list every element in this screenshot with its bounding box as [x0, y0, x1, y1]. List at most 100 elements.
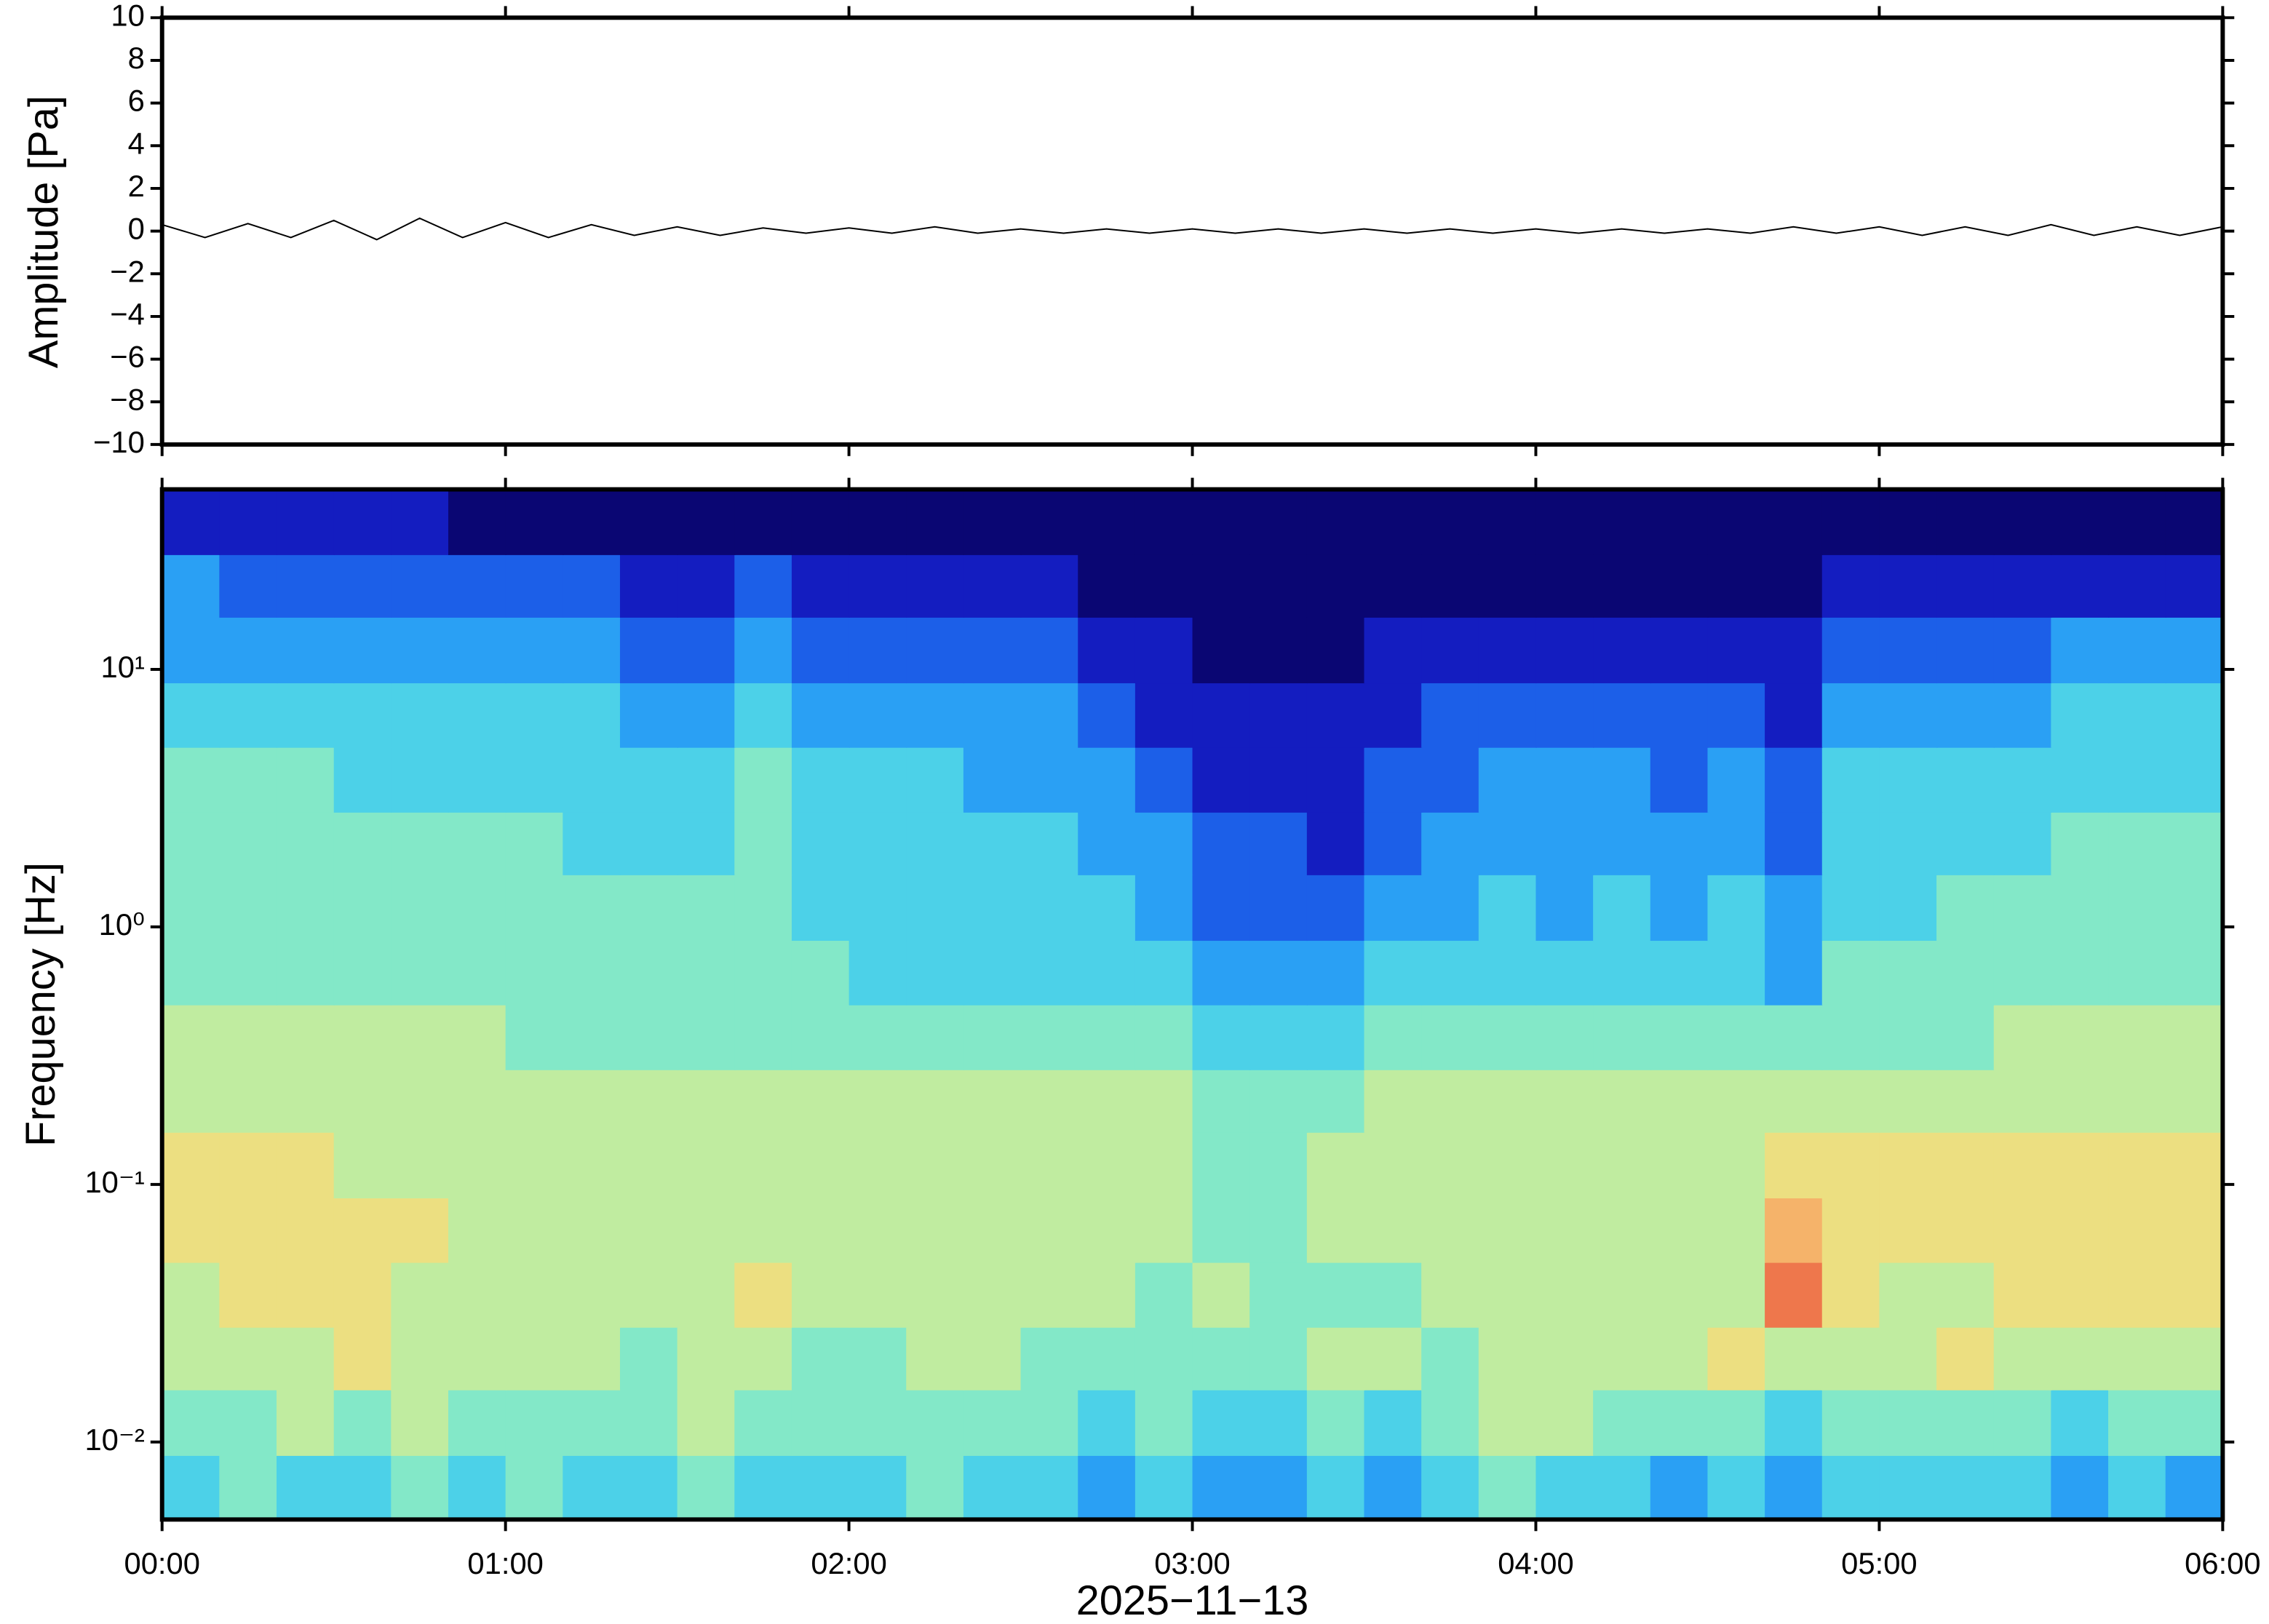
- heatmap-cell: [677, 1069, 736, 1133]
- heatmap-cell: [2108, 1326, 2166, 1390]
- heatmap-cell: [1936, 489, 1995, 555]
- heatmap-cell: [677, 1004, 736, 1070]
- heatmap-cell: [1249, 1454, 1308, 1521]
- heatmap-cell: [2051, 939, 2110, 1006]
- heatmap-cell: [1821, 811, 1880, 875]
- heatmap-cell: [2108, 747, 2166, 813]
- heatmap-cell: [791, 747, 850, 813]
- heatmap-cell: [1535, 1069, 1594, 1133]
- heatmap-cell: [1936, 747, 1995, 813]
- heatmap-cell: [906, 939, 965, 1006]
- heatmap-cell: [1821, 1197, 1880, 1263]
- heatmap-cell: [1078, 616, 1137, 684]
- heatmap-cell: [1879, 1131, 1938, 1198]
- heatmap-cell: [1249, 489, 1308, 555]
- heatmap-cell: [2165, 1004, 2224, 1070]
- heatmap-cell: [906, 682, 965, 748]
- heatmap-cell: [505, 489, 564, 555]
- heatmap-cell: [734, 554, 793, 618]
- heatmap-cell: [963, 1069, 1022, 1133]
- heatmap-cell: [1249, 1131, 1308, 1198]
- heatmap-cell: [1192, 1004, 1251, 1070]
- heatmap-cell: [1879, 874, 1938, 942]
- heatmap-cell: [1192, 1069, 1251, 1133]
- heatmap-cell: [2051, 554, 2110, 618]
- heatmap-cell: [1707, 489, 1766, 555]
- heatmap-cell: [677, 1389, 736, 1456]
- heatmap-cell: [1650, 1131, 1709, 1198]
- heatmap-cell: [505, 874, 564, 942]
- heatmap-cell: [333, 554, 392, 618]
- heatmap-cell: [505, 1004, 564, 1070]
- heatmap-cell: [1421, 939, 1480, 1006]
- heatmap-cell: [2051, 811, 2110, 875]
- heatmap-cell: [1192, 939, 1251, 1006]
- heatmap-cell: [1650, 939, 1709, 1006]
- heatmap-cell: [1020, 1131, 1079, 1198]
- heatmap-cell: [734, 616, 793, 684]
- heatmap-cell: [849, 1389, 907, 1456]
- heatmap-cell: [1650, 1454, 1709, 1521]
- heatmap-cell: [1478, 874, 1537, 942]
- x-axis-label: 2025−11−13: [1076, 1577, 1309, 1624]
- heatmap-cell: [1306, 1454, 1365, 1521]
- heatmap-cell: [1249, 1069, 1308, 1133]
- heatmap-cell: [2165, 1069, 2224, 1133]
- heatmap-cell: [963, 616, 1022, 684]
- heatmap-cell: [1478, 747, 1537, 813]
- heatmap-cell: [734, 1004, 793, 1070]
- heatmap-cell: [734, 811, 793, 875]
- heatmap-cell: [906, 1131, 965, 1198]
- heatmap-cell: [1306, 1326, 1365, 1390]
- heatmap-cell: [1078, 1326, 1137, 1390]
- heatmap-cell: [734, 939, 793, 1006]
- heatmap-cell: [448, 1454, 506, 1521]
- heatmap-cell: [677, 811, 736, 875]
- heatmap-cell: [1593, 1326, 1651, 1390]
- heatmap-cell: [619, 1326, 678, 1390]
- heatmap-cell: [391, 489, 450, 555]
- heatmap-cell: [162, 1262, 220, 1328]
- heatmap-cell: [448, 1197, 506, 1263]
- heatmap-cell: [963, 489, 1022, 555]
- heatmap-cell: [619, 1389, 678, 1456]
- heatmap-cell: [1993, 1069, 2052, 1133]
- heatmap-cell: [1707, 616, 1766, 684]
- heatmap-cell: [1078, 747, 1137, 813]
- heatmap-cell: [277, 1004, 335, 1070]
- y-tick-label: −8: [110, 382, 145, 416]
- heatmap-cell: [1192, 1326, 1251, 1390]
- heatmap-cell: [1020, 939, 1079, 1006]
- heatmap-cell: [1765, 1389, 1823, 1456]
- heatmap-cell: [448, 682, 506, 748]
- heatmap-cell: [619, 747, 678, 813]
- heatmap-cell: [1421, 1004, 1480, 1070]
- heatmap-cell: [391, 1389, 450, 1456]
- heatmap-cell: [791, 1004, 850, 1070]
- heatmap-cell: [1306, 939, 1365, 1006]
- x-tick-label: 03:00: [1154, 1546, 1230, 1580]
- heatmap-cell: [448, 554, 506, 618]
- heatmap-cell: [1078, 1197, 1137, 1263]
- heatmap-cell: [1421, 1197, 1480, 1263]
- heatmap-cell: [1993, 874, 2052, 942]
- heatmap-cell: [1879, 939, 1938, 1006]
- heatmap-cell: [391, 1262, 450, 1328]
- heatmap-cell: [619, 554, 678, 618]
- heatmap-cell: [1249, 1004, 1308, 1070]
- heatmap-cell: [448, 1262, 506, 1328]
- heatmap-cell: [219, 811, 278, 875]
- heatmap-cell: [391, 747, 450, 813]
- heatmap-cell: [1821, 1004, 1880, 1070]
- heatmap-cell: [2108, 1069, 2166, 1133]
- heatmap-cell: [505, 554, 564, 618]
- heatmap-cell: [1249, 747, 1308, 813]
- heatmap-cell: [277, 1454, 335, 1521]
- heatmap-cell: [2165, 811, 2224, 875]
- heatmap-cell: [1478, 682, 1537, 748]
- x-tick-label: 06:00: [2185, 1546, 2260, 1580]
- heatmap-cell: [333, 616, 392, 684]
- heatmap-cell: [219, 1004, 278, 1070]
- heatmap-cell: [1936, 554, 1995, 618]
- heatmap-cell: [849, 1197, 907, 1263]
